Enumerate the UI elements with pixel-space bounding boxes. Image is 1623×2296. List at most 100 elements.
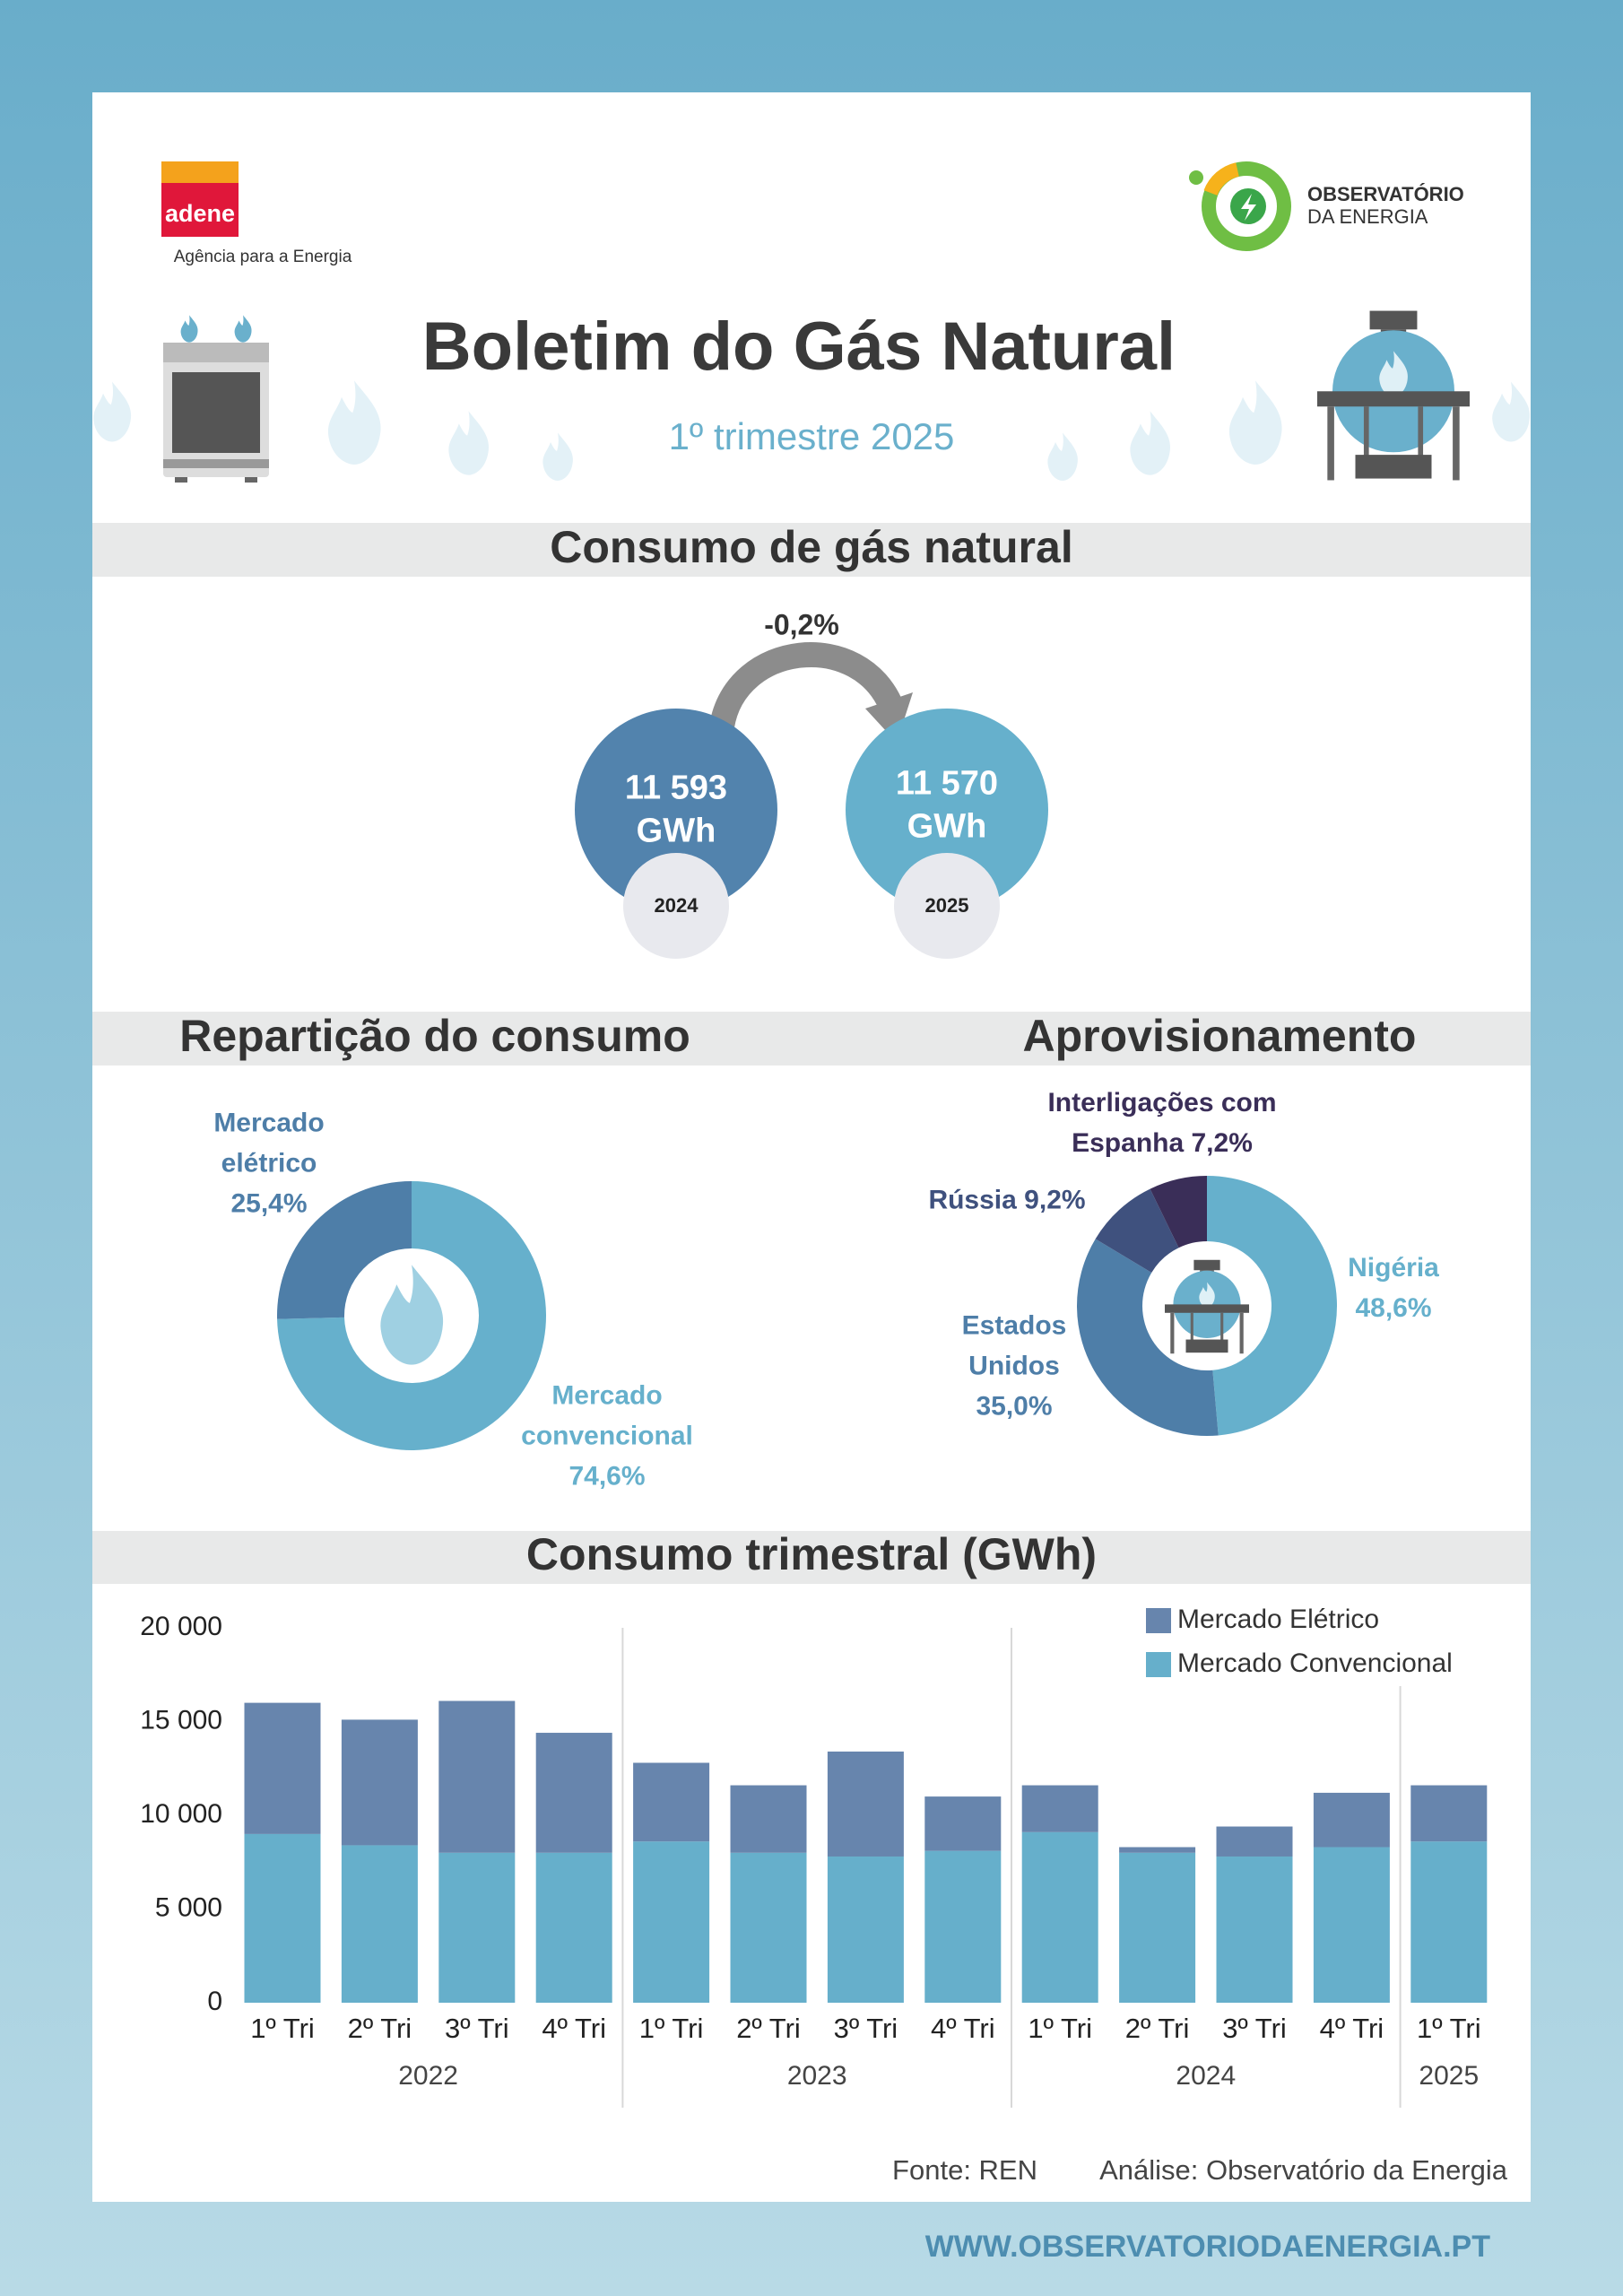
partner-logo-text: OBSERVATÓRIO <box>1307 183 1464 205</box>
bar-segment <box>244 1702 321 1834</box>
x-tick-label: 2º Tri <box>1125 2013 1190 2044</box>
bar-segment <box>1119 1847 1196 1853</box>
section-title: Consumo de gás natural <box>550 522 1072 572</box>
section-band <box>92 1531 1531 1584</box>
x-tick-label: 3º Tri <box>445 2013 509 2044</box>
bar-segment <box>1021 1785 1098 1832</box>
bar-segment <box>730 1852 807 2003</box>
donut-slice <box>1077 1239 1219 1436</box>
y-tick-label: 0 <box>207 1987 222 2016</box>
y-tick-label: 5 000 <box>155 1892 222 1922</box>
donut-slice <box>1095 1188 1179 1273</box>
consumption-circle <box>846 709 1048 911</box>
bar-segment <box>633 1762 710 1842</box>
bar-segment <box>1021 1831 1098 2003</box>
footer-source: Fonte: REN <box>892 2154 1037 2186</box>
title: Boletim do Gás Natural <box>422 309 1176 385</box>
x-tick-label: 1º Tri <box>1417 2013 1481 2044</box>
consumption-value: 11 570 GWh <box>895 764 999 846</box>
bar-segment <box>1313 1792 1390 1848</box>
x-tick-label: 2º Tri <box>736 2013 801 2044</box>
slice-name: Mercado elétrico <box>213 1108 325 1178</box>
slice-value: 25,4% <box>230 1188 308 1219</box>
change-label: -0,2% <box>764 608 839 640</box>
bar-segment <box>535 1852 612 2003</box>
x-tick-label: 3º Tri <box>834 2013 898 2044</box>
bar-segment <box>341 1719 418 1846</box>
slice-label: Interligações com Espanha 7,2% <box>1014 1083 1310 1163</box>
x-tick-label: 1º Tri <box>1028 2013 1092 2044</box>
slice-label: Mercado elétrico 25,4% <box>197 1103 341 1224</box>
section-band <box>92 523 1531 577</box>
observatorio-logo <box>1189 161 1291 251</box>
bar-segment <box>1313 1847 1390 2003</box>
x-tick-label: 4º Tri <box>542 2013 606 2044</box>
x-tick-label: 4º Tri <box>931 2013 995 2044</box>
logo-text: adene <box>165 200 235 227</box>
year-circle <box>623 853 729 959</box>
bar-segment <box>730 1785 807 1853</box>
slice-name: Mercado convencional <box>521 1380 693 1451</box>
legend-swatch <box>1146 1652 1171 1677</box>
section-title: Aprovisionamento <box>1023 1011 1417 1061</box>
slice-label: Mercado convencional 74,6% <box>504 1376 710 1497</box>
x-group-label: 2022 <box>398 2061 458 2091</box>
y-tick-label: 10 000 <box>140 1799 222 1829</box>
donut-slice <box>276 1181 412 1319</box>
change-arrow <box>709 642 905 729</box>
donut-slice <box>277 1181 546 1451</box>
slice-name: Interligações com Espanha <box>1047 1088 1277 1158</box>
slice-value: 48,6% <box>1355 1293 1432 1323</box>
subtitle: 1º trimestre 2025 <box>669 415 955 457</box>
logo-tagline: Agência para a Energia <box>174 248 352 266</box>
section-band <box>92 1012 1531 1065</box>
slice-label: Nigéria 48,6% <box>1326 1248 1461 1328</box>
bar-segment <box>1410 1841 1488 2003</box>
slice-name: Rússia <box>928 1185 1017 1215</box>
x-group-label: 2023 <box>787 2061 847 2091</box>
x-group-label: 2025 <box>1419 2061 1479 2091</box>
slice-value: 7,2% <box>1191 1128 1253 1158</box>
y-tick-label: 20 000 <box>140 1612 222 1641</box>
legend-label: Mercado Elétrico <box>1177 1605 1379 1634</box>
bar-segment <box>924 1850 1002 2003</box>
x-tick-label: 1º Tri <box>639 2013 704 2044</box>
bar-segment <box>1410 1785 1488 1842</box>
donut-slice <box>1207 1176 1338 1436</box>
consumption-value: 11 593 GWh <box>624 769 728 850</box>
slice-name: Estados Unidos <box>961 1310 1067 1381</box>
bar-segment <box>438 1700 516 1853</box>
x-group-label: 2024 <box>1176 2061 1236 2091</box>
bar-segment <box>827 1751 904 1857</box>
change-arrow-head <box>865 692 913 743</box>
slice-name: Nigéria <box>1348 1253 1439 1283</box>
x-tick-label: 1º Tri <box>250 2013 315 2044</box>
legend-swatch <box>1146 1608 1171 1633</box>
x-tick-label: 3º Tri <box>1222 2013 1287 2044</box>
legend-label: Mercado Convencional <box>1177 1648 1453 1678</box>
section-title: Consumo trimestral (GWh) <box>526 1529 1097 1579</box>
footer-url: WWW.OBSERVATORIODAENERGIA.PT <box>925 2230 1491 2264</box>
bar-segment <box>535 1733 612 1853</box>
bar-segment <box>1216 1856 1293 2003</box>
slice-value: 74,6% <box>568 1461 646 1492</box>
year-circle <box>894 853 1000 959</box>
slice-label: Rússia 9,2% <box>890 1180 1124 1221</box>
y-tick-label: 15 000 <box>140 1705 222 1735</box>
donut-slice <box>1150 1176 1207 1248</box>
bar-segment <box>1119 1852 1196 2003</box>
x-tick-label: 2º Tri <box>348 2013 412 2044</box>
year-label: 2024 <box>655 894 699 917</box>
consumption-circle <box>575 709 777 911</box>
section-title: Repartição do consumo <box>179 1011 690 1061</box>
bar-segment <box>1216 1826 1293 1857</box>
slice-label: Estados Unidos 35,0% <box>951 1306 1077 1427</box>
partner-logo-text: DA ENERGIA <box>1307 205 1428 228</box>
slice-value: 9,2% <box>1024 1185 1086 1215</box>
x-tick-label: 4º Tri <box>1320 2013 1384 2044</box>
year-label: 2025 <box>925 894 969 917</box>
bar-segment <box>244 1833 321 2003</box>
bar-segment <box>341 1845 418 2003</box>
